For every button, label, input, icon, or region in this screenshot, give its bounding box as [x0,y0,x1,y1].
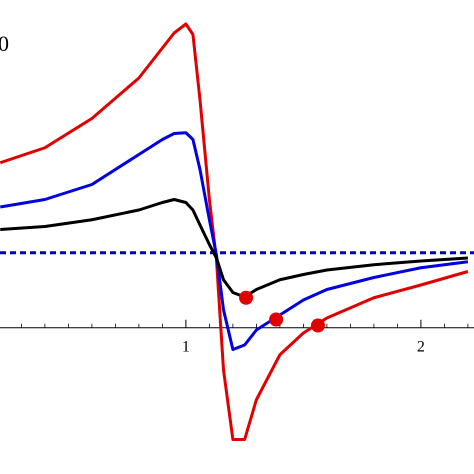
curve [0,131,469,351]
x-tick-label: 1 [182,338,190,355]
marker [269,312,284,327]
annotation: 0 [0,31,9,56]
marker [239,290,254,305]
x-tick-label: 2 [417,338,425,355]
marker [310,318,325,333]
curve [0,22,469,441]
curve [0,198,468,299]
